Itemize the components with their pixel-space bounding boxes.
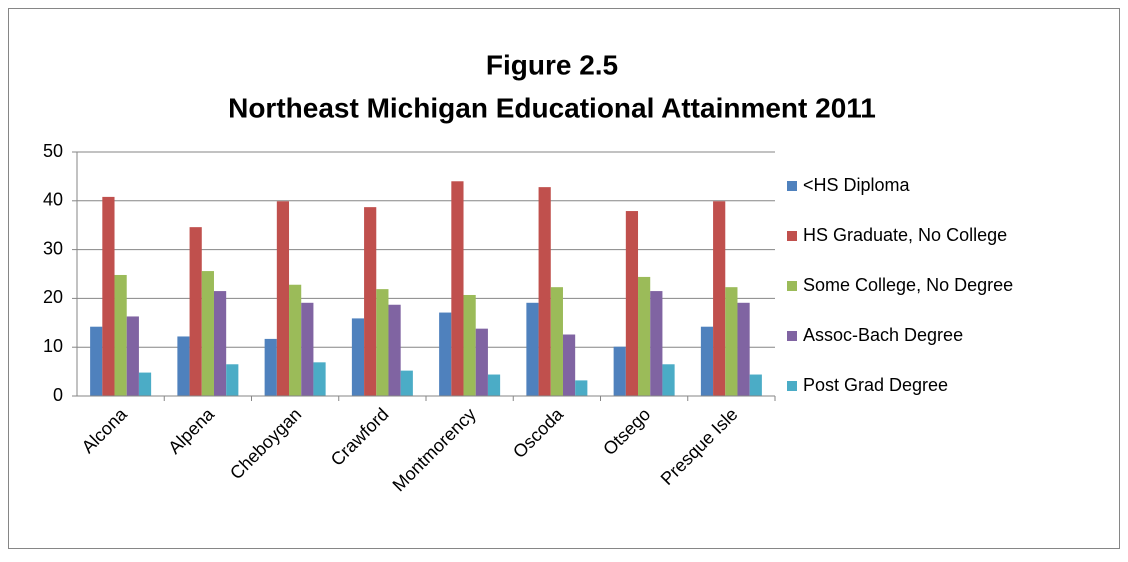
bar xyxy=(562,334,576,396)
bar xyxy=(638,276,651,396)
legend-label: HS Graduate, No College xyxy=(803,225,1007,245)
bar xyxy=(662,364,675,396)
bar xyxy=(749,374,762,396)
legend-label: Some College, No Degree xyxy=(803,275,1013,295)
y-tick-label: 30 xyxy=(43,238,63,258)
bar xyxy=(189,227,202,396)
bar xyxy=(138,372,152,396)
bar xyxy=(700,326,714,396)
bar xyxy=(487,374,501,396)
bar xyxy=(439,312,452,396)
bar xyxy=(201,271,214,396)
legend-label: Assoc-Bach Degree xyxy=(803,325,963,345)
y-tick-label: 10 xyxy=(43,336,63,356)
bar xyxy=(463,294,476,396)
chart-subtitle: Northeast Michigan Educational Attainmen… xyxy=(228,92,876,123)
bar xyxy=(737,302,750,396)
bar xyxy=(713,201,726,396)
legend-label: <HS Diploma xyxy=(803,175,911,195)
legend-swatch xyxy=(787,231,797,241)
bar xyxy=(226,364,239,396)
bar xyxy=(289,284,302,396)
bar xyxy=(264,338,277,396)
bar xyxy=(475,328,488,396)
y-tick-label: 50 xyxy=(43,141,63,161)
bar xyxy=(400,370,413,396)
bar xyxy=(102,196,115,396)
bar xyxy=(276,201,290,396)
legend-swatch xyxy=(787,281,797,291)
bar xyxy=(301,302,314,396)
bar xyxy=(376,289,389,396)
bar xyxy=(538,187,551,396)
bar xyxy=(526,302,539,396)
bar xyxy=(451,181,464,396)
chart-title: Figure 2.5 xyxy=(486,49,618,80)
bar xyxy=(126,316,139,396)
bar xyxy=(550,287,563,396)
bar xyxy=(625,211,639,396)
y-tick-label: 0 xyxy=(53,385,63,405)
y-tick-label: 40 xyxy=(43,190,63,210)
bar xyxy=(90,326,103,396)
bar xyxy=(388,304,401,396)
bar xyxy=(213,291,227,396)
bar xyxy=(114,274,127,396)
bar xyxy=(313,362,326,396)
bar xyxy=(351,318,365,396)
bar xyxy=(177,336,190,396)
legend-swatch xyxy=(787,331,797,341)
bar xyxy=(364,207,377,396)
legend-label: Post Grad Degree xyxy=(803,375,948,395)
bar xyxy=(575,380,588,396)
y-tick-label: 20 xyxy=(43,287,63,307)
bar xyxy=(725,287,738,396)
bar xyxy=(650,291,663,396)
bar xyxy=(613,346,626,396)
legend-swatch xyxy=(787,181,797,191)
legend-swatch xyxy=(787,381,797,391)
